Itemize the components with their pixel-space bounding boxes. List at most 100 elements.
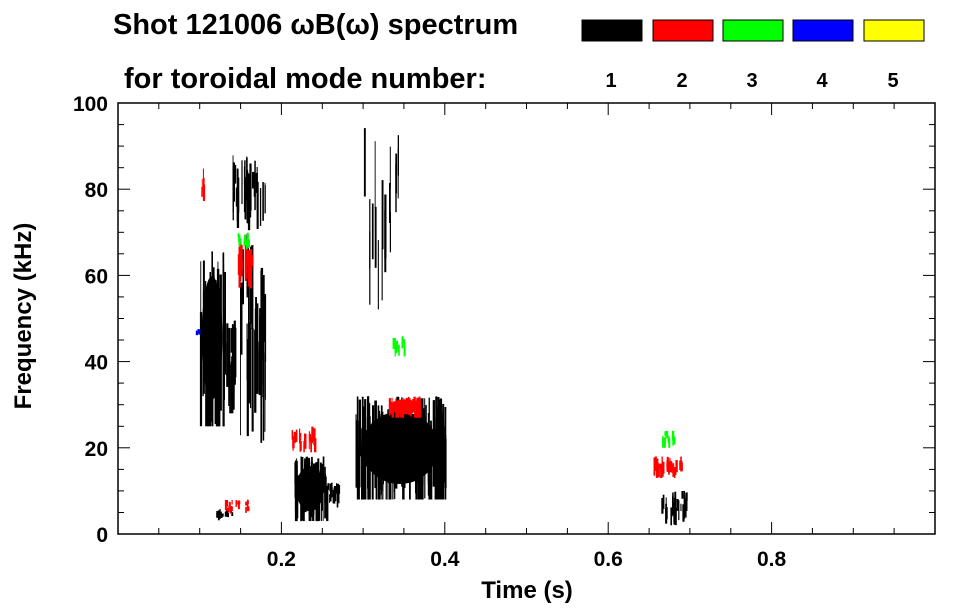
spectrum-streak	[680, 463, 682, 472]
spectrum-streak	[442, 426, 445, 461]
spectrum-streak	[311, 426, 314, 441]
spectrum-streak	[661, 498, 664, 514]
spectrum-streak	[681, 491, 684, 499]
spectrum-streak	[260, 346, 263, 443]
spectrum-region-mode-2	[224, 499, 250, 514]
spectrum-region-mode-1	[216, 508, 234, 521]
spectrum-streak	[235, 500, 237, 507]
spectrum-streak	[246, 339, 249, 437]
spectrum-region-mode-3	[662, 430, 676, 448]
spectrum-region-mode-3	[392, 336, 406, 357]
spectrum-streak	[237, 169, 239, 198]
spectrum-streak	[226, 507, 229, 512]
spectrum-streak	[420, 398, 423, 429]
spectrum-streak	[329, 494, 330, 503]
spectrum-streak	[237, 500, 241, 505]
y-tick-label: 80	[85, 179, 108, 202]
spectrum-streak	[381, 248, 383, 301]
spectrum-streak	[389, 146, 391, 189]
spectrum-streak	[369, 231, 371, 305]
spectrum-streak	[678, 500, 680, 521]
spectrum-streak	[374, 206, 377, 268]
spectrum-streak	[219, 511, 222, 515]
spectrum-streak	[223, 308, 225, 427]
spectrum-streak	[371, 203, 374, 260]
spectrum-streak	[259, 188, 262, 226]
legend-label-mode-4: 4	[816, 70, 828, 92]
spectrum-streak	[231, 365, 234, 414]
y-tick-label: 100	[73, 93, 108, 116]
spectrum-streak	[667, 437, 670, 443]
spectrum-streak	[364, 399, 367, 431]
spectrum-region-mode-1	[355, 396, 447, 500]
spectrum-streak	[665, 507, 668, 520]
spectrum-streak	[228, 341, 230, 364]
spectrum-streak	[228, 505, 230, 511]
spectrum-streak	[295, 429, 298, 442]
spectrum-streak	[674, 491, 677, 504]
spectrum-streak	[685, 494, 688, 506]
spectrum-streak	[245, 506, 247, 513]
spectrum-streak	[224, 272, 226, 375]
spectrum-streak	[238, 242, 241, 254]
spectrum-streak	[655, 461, 659, 473]
spectrum-streak	[218, 512, 221, 519]
spectrum-streak	[685, 503, 687, 518]
spectrum-streak	[240, 261, 242, 279]
spectrum-streak	[395, 153, 398, 194]
spectrum-streak	[308, 431, 310, 441]
spectrum-streak	[295, 476, 298, 493]
spectrum-streak	[238, 235, 241, 242]
spectrum-streak	[199, 329, 201, 335]
spectrum-streak	[336, 483, 339, 495]
spectrum-streak	[202, 184, 206, 201]
spectrum-streak	[665, 430, 667, 438]
spectrum-streak	[388, 398, 391, 406]
spectrum-streak	[392, 338, 395, 346]
spectrum-streak	[321, 464, 324, 493]
spectrum-streak	[240, 336, 241, 436]
spectrum-streak	[249, 177, 252, 195]
spectrum-streak	[355, 428, 357, 480]
spectrum-streak	[665, 497, 667, 515]
spectrum-streak	[668, 457, 670, 469]
spectrum-streak	[663, 437, 666, 444]
spectrum-region-mode-2	[653, 456, 683, 478]
spectrum-region-mode-1	[294, 456, 329, 522]
spectrum-streak	[670, 507, 672, 526]
spectrum-streak	[401, 340, 404, 349]
spectrum-streak	[668, 464, 671, 473]
spectrum-streak	[299, 428, 301, 444]
spectrum-region-mode-2	[291, 426, 317, 453]
spectrum-streak	[232, 191, 234, 221]
x-tick-label: 0.6	[594, 548, 623, 571]
spectrum-streak	[675, 460, 678, 473]
spectrum-streak	[363, 128, 366, 197]
spectrum-streak	[311, 456, 313, 475]
spectrum-streak	[672, 463, 675, 475]
axis-ticks	[118, 103, 935, 534]
spectrum-streak	[310, 438, 312, 448]
spectrum-streak	[389, 212, 391, 253]
legend-label-mode-1: 1	[605, 70, 616, 92]
spectrum-region-mode-1	[258, 267, 267, 443]
spectrum-streak	[425, 405, 427, 436]
spectrum-streak	[256, 167, 258, 208]
spectrum-region-mode-1	[327, 482, 341, 508]
spectrum-core	[390, 399, 418, 415]
spectrum-streak	[438, 430, 441, 500]
spectrum-streak	[439, 428, 442, 500]
spectrum-streak	[251, 245, 254, 329]
spectrum-streak	[241, 244, 243, 277]
spectrum-streak	[232, 332, 234, 363]
spectrum-streak	[401, 336, 404, 344]
spectrum-streak	[314, 438, 317, 453]
spectrum-streak	[332, 489, 334, 504]
spectrum-streak	[250, 328, 252, 409]
spectrum-streak	[679, 460, 681, 470]
spectrum-streak	[242, 249, 244, 305]
spectrum-region-mode-1	[389, 135, 399, 253]
spectrum-streak	[229, 364, 231, 414]
legend-label-mode-5: 5	[887, 70, 898, 92]
